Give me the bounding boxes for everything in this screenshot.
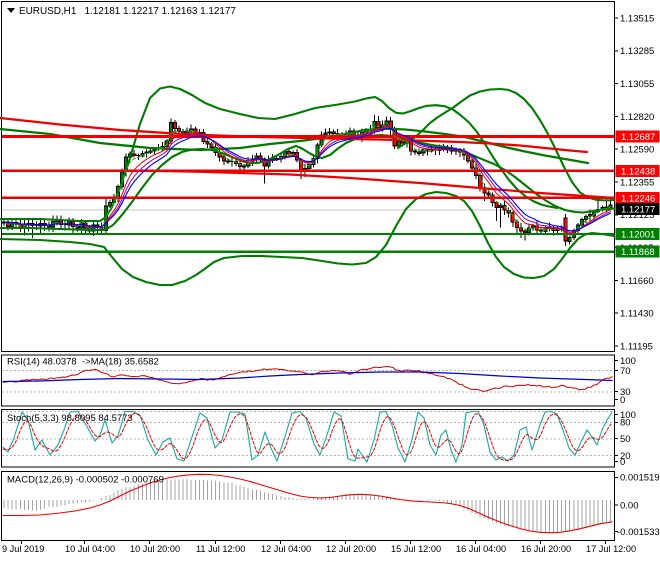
svg-text:80: 80 (620, 418, 631, 429)
svg-text:1.11430: 1.11430 (620, 309, 654, 320)
svg-text:1.12590: 1.12590 (620, 145, 654, 156)
svg-text:9 Jul 2019: 9 Jul 2019 (2, 544, 44, 554)
svg-text:1.12246: 1.12246 (621, 194, 655, 205)
svg-text:15 Jul 12:00: 15 Jul 12:00 (391, 544, 441, 554)
svg-text:12 Jul 20:00: 12 Jul 20:00 (326, 544, 376, 554)
svg-text:70: 70 (620, 366, 631, 377)
svg-text:100: 100 (620, 410, 636, 421)
svg-text:1.12177: 1.12177 (621, 205, 655, 216)
svg-text:30: 30 (620, 387, 631, 398)
svg-text:16 Jul 20:00: 16 Jul 20:00 (521, 544, 571, 554)
svg-text:10 Jul 20:00: 10 Jul 20:00 (130, 544, 180, 554)
svg-text:20: 20 (620, 451, 631, 462)
svg-text:16 Jul 04:00: 16 Jul 04:00 (456, 544, 506, 554)
svg-text:0: 0 (620, 395, 625, 406)
svg-text:1.11660: 1.11660 (620, 276, 654, 287)
svg-text:17 Jul 12:00: 17 Jul 12:00 (586, 544, 636, 554)
svg-text:1.13055: 1.13055 (620, 79, 654, 90)
svg-text:1.12125: 1.12125 (620, 210, 654, 221)
svg-text:1.12438: 1.12438 (621, 167, 655, 178)
svg-text:1.12687: 1.12687 (621, 132, 655, 143)
svg-text:MACD(12,26,9) -0.000502 -0.000: MACD(12,26,9) -0.000502 -0.000769 (7, 475, 164, 486)
svg-text:1.11195: 1.11195 (620, 341, 653, 352)
svg-text:0.001519: 0.001519 (620, 473, 660, 484)
svg-text:1.12001: 1.12001 (621, 230, 655, 241)
svg-text:100: 100 (620, 356, 636, 367)
svg-text:Stoch(5,3,3) 98.8095 84.5773: Stoch(5,3,3) 98.8095 84.5773 (7, 413, 133, 424)
svg-text:1.12355: 1.12355 (620, 177, 654, 188)
svg-text:0.00: 0.00 (620, 500, 639, 511)
svg-text:50: 50 (620, 434, 631, 445)
svg-text:1.11868: 1.11868 (621, 247, 655, 258)
svg-text:RSI(14) 48.0378 ->MA(18) 35.6: RSI(14) 48.0378 ->MA(18) 35.6582 (7, 357, 159, 368)
svg-text:0: 0 (620, 457, 625, 468)
svg-text:10 Jul 04:00: 10 Jul 04:00 (65, 544, 115, 554)
svg-text:12 Jul 04:00: 12 Jul 04:00 (261, 544, 311, 554)
svg-text:EURUSD,H1 1.12181 1.12217 1.: EURUSD,H1 1.12181 1.12217 1.12163 1.1217… (19, 6, 236, 17)
svg-text:1.12820: 1.12820 (620, 112, 654, 123)
svg-text:11 Jul 12:00: 11 Jul 12:00 (196, 544, 245, 554)
svg-text:1.13515: 1.13515 (620, 13, 654, 24)
svg-text:1.13285: 1.13285 (620, 46, 654, 57)
svg-text:-0.001533: -0.001533 (617, 527, 660, 538)
